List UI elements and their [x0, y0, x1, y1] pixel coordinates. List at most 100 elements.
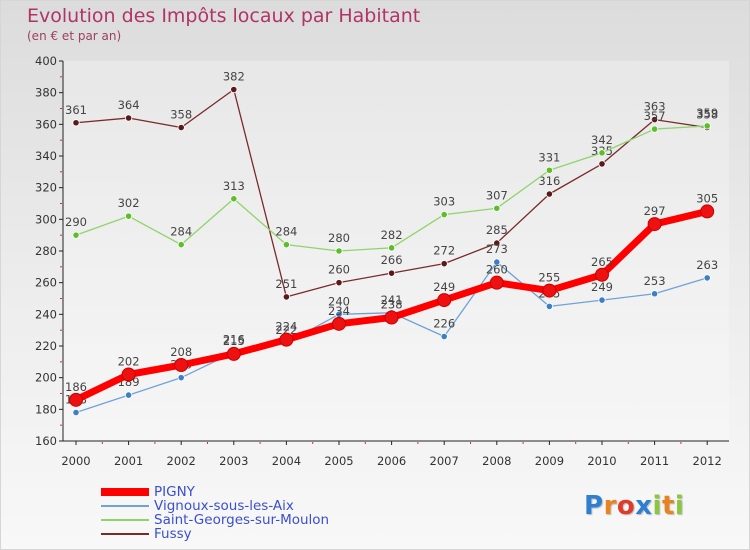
- series-PIGNY: 186 202 208 215 224 234 238 249 260 255 265 297 305: [65, 191, 718, 407]
- y-tick-label: 400: [35, 54, 57, 68]
- data-point: [700, 204, 715, 219]
- chart-subtitle: (en € et par an): [27, 29, 122, 43]
- data-label: 284: [170, 225, 192, 239]
- data-label: 260: [486, 263, 508, 277]
- data-label: 364: [118, 98, 140, 112]
- data-point: [650, 290, 659, 298]
- data-label: 285: [486, 223, 508, 237]
- data-point: [703, 274, 711, 282]
- data-label: 249: [591, 280, 613, 294]
- data-label: 297: [644, 204, 666, 218]
- data-point: [174, 358, 189, 372]
- data-label: 302: [118, 196, 140, 210]
- data-label: 382: [223, 70, 245, 84]
- data-point: [335, 247, 343, 255]
- data-point: [387, 269, 396, 277]
- data-label: 226: [433, 317, 455, 331]
- data-point: [177, 374, 185, 382]
- data-label: 358: [170, 108, 192, 122]
- data-label: 216: [223, 332, 245, 346]
- data-label: 202: [118, 355, 140, 369]
- data-label: 313: [223, 179, 245, 193]
- data-label: 253: [644, 274, 666, 288]
- data-point: [493, 258, 501, 266]
- data-point: [282, 293, 290, 301]
- data-point: [545, 190, 554, 198]
- data-label: 266: [381, 253, 403, 267]
- data-label: 186: [65, 380, 87, 394]
- legend-label: Fussy: [154, 526, 192, 542]
- data-point: [226, 346, 241, 361]
- series-Saint-Georges-sur-Moulon: 290 302 284 313 284 280 282 303 307 331 342 357 359: [65, 106, 718, 255]
- data-label: 215: [223, 334, 245, 348]
- data-point: [230, 195, 238, 203]
- legend-label: Vignoux-sous-les-Aix: [154, 498, 294, 514]
- y-tick-label: 280: [35, 244, 57, 258]
- data-point: [703, 122, 711, 130]
- x-tick-label: 2003: [219, 454, 248, 468]
- data-label: 284: [275, 225, 297, 239]
- data-point: [230, 85, 238, 94]
- data-label: 331: [538, 150, 560, 164]
- y-tick-label: 260: [35, 276, 57, 290]
- data-point: [598, 296, 606, 304]
- x-tick-label: 2009: [535, 454, 564, 468]
- data-point: [440, 210, 448, 219]
- data-point: [384, 310, 399, 325]
- data-point: [440, 260, 448, 268]
- data-point: [650, 125, 659, 133]
- data-point: [545, 302, 554, 311]
- data-label: 260: [328, 263, 350, 277]
- y-tick-label: 380: [35, 86, 57, 100]
- data-label: 273: [486, 242, 508, 256]
- y-tick-label: 220: [35, 339, 57, 353]
- data-point: [69, 392, 83, 407]
- data-label: 282: [381, 228, 403, 242]
- data-label: 316: [538, 174, 560, 188]
- data-point: [121, 367, 136, 382]
- legend-swatch: [101, 505, 149, 507]
- x-tick-label: 2006: [377, 454, 406, 468]
- data-point: [177, 123, 185, 132]
- data-point: [595, 267, 609, 282]
- data-point: [335, 279, 343, 287]
- data-point: [387, 244, 396, 252]
- y-tick-label: 340: [35, 149, 57, 163]
- y-tick-label: 180: [35, 402, 57, 416]
- y-tick-label: 360: [35, 117, 57, 131]
- y-tick-label: 320: [35, 181, 57, 195]
- data-label: 238: [381, 298, 403, 312]
- data-label: 305: [696, 191, 718, 205]
- data-label: 234: [328, 304, 350, 318]
- data-label: 208: [170, 345, 192, 359]
- data-label: 249: [433, 280, 455, 294]
- data-point: [598, 160, 606, 168]
- data-point: [125, 212, 133, 220]
- x-tick-label: 2005: [324, 454, 353, 468]
- data-label: 240: [328, 294, 350, 308]
- legend-swatch: [101, 488, 149, 496]
- x-tick-label: 2004: [272, 454, 301, 468]
- legend-label: Saint-Georges-sur-Moulon: [154, 512, 330, 528]
- data-point: [177, 241, 185, 249]
- x-tick-label: 2010: [587, 454, 616, 468]
- data-label: 251: [275, 277, 297, 291]
- data-label: 241: [381, 293, 403, 307]
- legend-swatch: [101, 533, 149, 535]
- data-label: 290: [65, 215, 87, 229]
- data-point: [650, 115, 659, 124]
- data-point: [542, 283, 557, 298]
- data-label: 272: [433, 244, 455, 258]
- series-Fussy: 361364358382251260266272285316335363358: [65, 70, 718, 301]
- data-label: 303: [433, 195, 455, 209]
- data-label: 342: [591, 133, 613, 147]
- proxiti-logo: Proxiti: [584, 491, 685, 521]
- data-point: [440, 332, 448, 341]
- data-label: 263: [696, 258, 718, 272]
- data-point: [72, 408, 80, 417]
- y-tick-label: 240: [35, 307, 57, 321]
- data-label: 224: [275, 320, 297, 334]
- data-point: [282, 241, 290, 249]
- data-label: 359: [696, 106, 718, 120]
